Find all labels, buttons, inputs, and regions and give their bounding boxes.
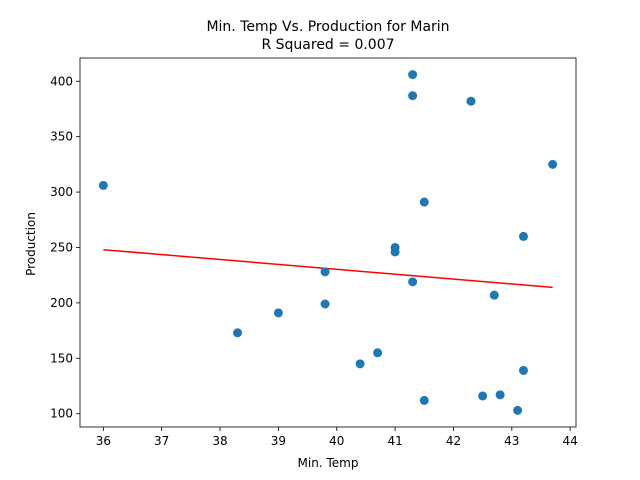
data-point-9 [408,70,418,80]
x-tick-label-7: 43 [504,434,519,448]
data-point-18 [513,405,523,415]
y-tick-label-1: 150 [50,351,73,365]
y-tick-label-0: 100 [50,407,73,421]
data-point-4 [320,267,330,277]
data-point-2 [273,308,283,318]
data-point-8 [390,247,400,257]
axes-frame [79,57,577,428]
data-point-0 [98,180,108,190]
data-point-16 [489,290,499,300]
data-point-10 [408,91,418,101]
x-tick-label-6: 42 [446,434,461,448]
data-point-19 [518,231,528,241]
data-point-3 [320,299,330,309]
plot-area: 36 37 38 39 40 41 42 43 44 100 150 200 250 300 350 400 [50,57,578,448]
y-tick-label-4: 300 [50,185,73,199]
data-point-12 [419,197,429,207]
x-tick-label-3: 39 [271,434,286,448]
data-point-17 [495,390,505,400]
data-point-15 [478,391,488,401]
y-tick-label-6: 400 [50,74,73,88]
x-tick-label-5: 41 [387,434,402,448]
x-tick-label-1: 37 [154,434,169,448]
x-tick-label-0: 36 [96,434,111,448]
y-tick-label-5: 350 [50,130,73,144]
data-point-1 [233,328,243,338]
y-tick-label-2: 200 [50,296,73,310]
data-point-11 [408,277,418,287]
y-axis-label: Production [24,212,38,276]
data-point-21 [548,159,558,169]
data-point-5 [355,359,365,369]
x-tick-label-2: 38 [212,434,227,448]
chart-title: Min. Temp Vs. Production for Marin [206,19,449,35]
data-point-6 [373,348,383,358]
data-point-20 [518,365,528,375]
x-tick-label-4: 40 [329,434,344,448]
x-tick-label-8: 44 [563,434,578,448]
x-axis-label: Min. Temp [298,456,359,470]
y-tick-label-3: 250 [50,240,73,254]
data-point-14 [466,96,476,106]
chart-subtitle: R Squared = 0.007 [261,37,394,53]
data-point-13 [419,395,429,405]
